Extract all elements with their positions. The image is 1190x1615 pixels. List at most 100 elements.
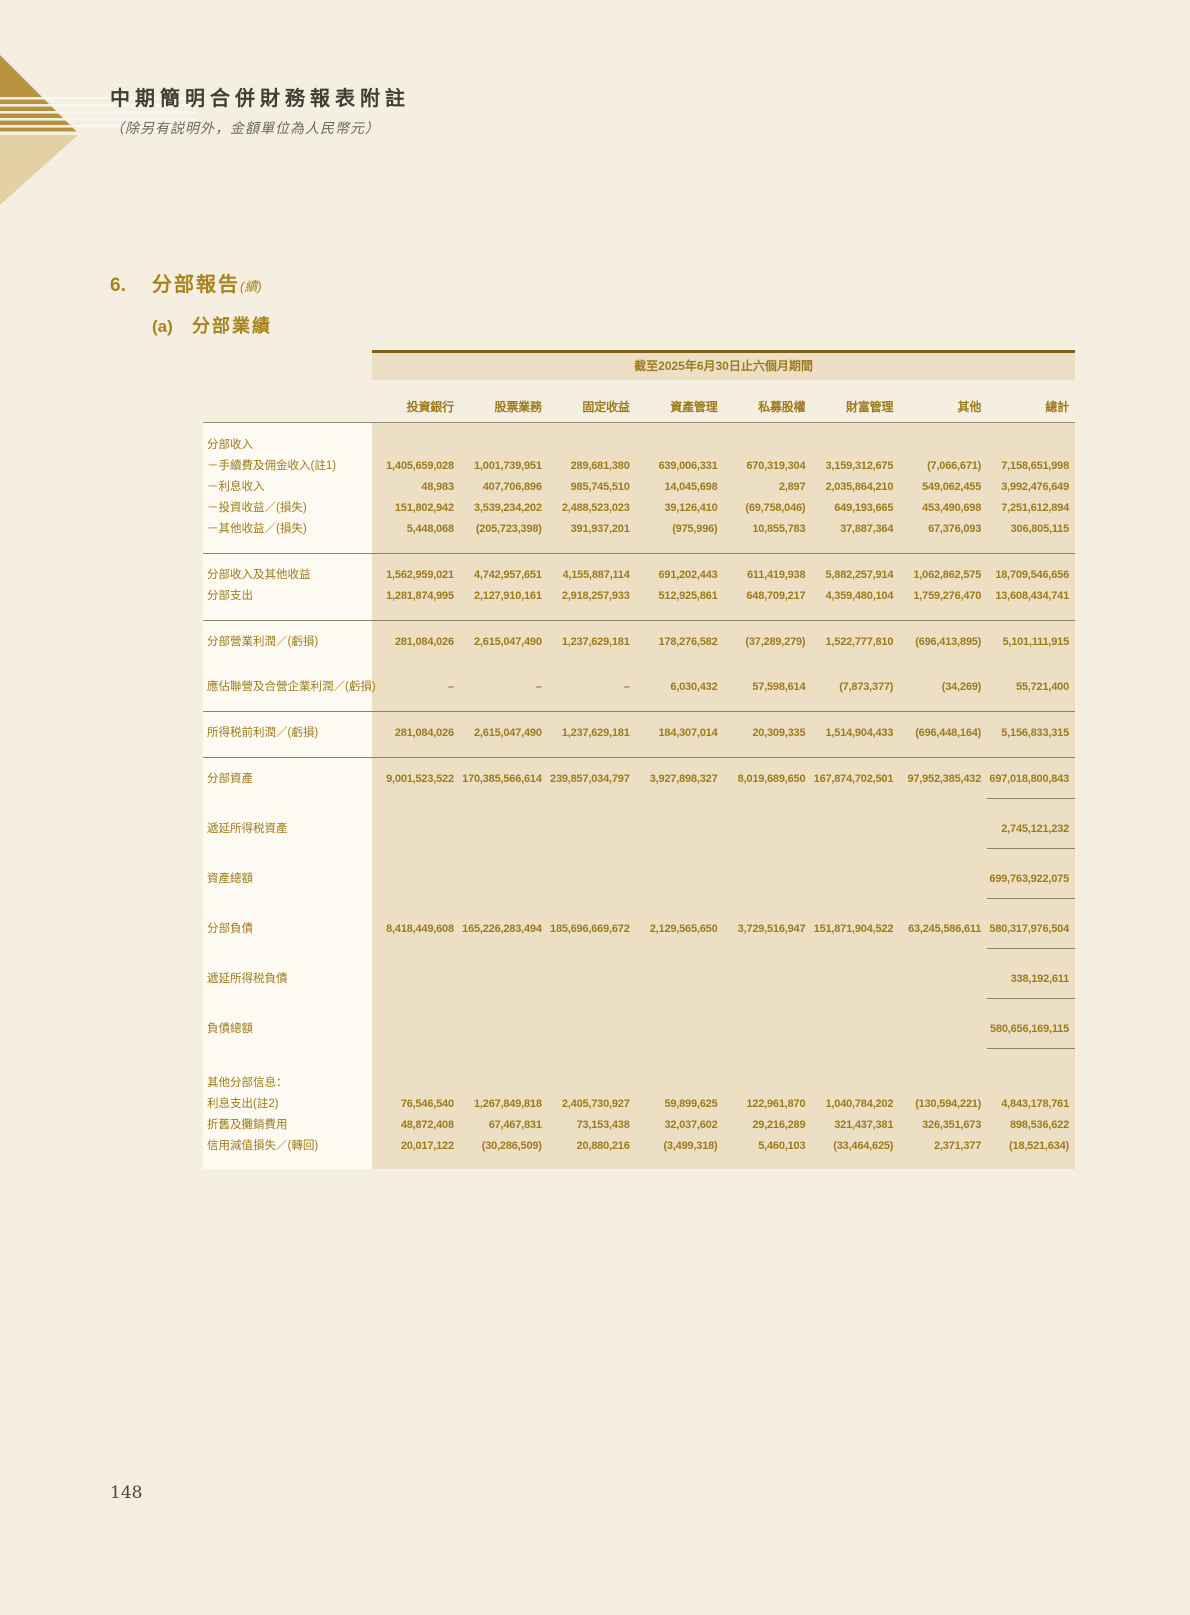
cell-total: 4,843,178,761 xyxy=(1001,1098,1069,1110)
cell-wealth-management: 2,035,864,210 xyxy=(825,481,894,493)
header-rule xyxy=(203,422,1075,423)
cell-fixed-income: 985,745,510 xyxy=(570,481,630,493)
cell-wealth-management xyxy=(811,819,899,849)
cell-private-equity xyxy=(724,1019,812,1049)
cell-total: 580,317,976,504 xyxy=(987,919,1075,949)
cell-investment-banking xyxy=(372,435,460,456)
cell-others: 549,062,455 xyxy=(922,481,982,493)
cell-equities: (30,286,509) xyxy=(481,1140,542,1152)
table-row xyxy=(203,553,1075,554)
cell-private-equity: 57,598,614 xyxy=(752,681,806,693)
cell-private-equity xyxy=(724,869,812,899)
cell-asset-management: 3,927,898,327 xyxy=(649,773,718,785)
cell-asset-management: 14,045,698 xyxy=(664,481,718,493)
row-label: 所得税前利潤／(虧損) xyxy=(207,727,319,739)
row-label: 分部收入 xyxy=(207,439,253,451)
cell-private-equity: 611,419,938 xyxy=(747,569,806,581)
row-label: 遞延所得税負債 xyxy=(207,973,288,985)
cell-private-equity: (69,758,046) xyxy=(745,502,806,514)
cell-others: 67,376,093 xyxy=(928,523,982,535)
row-label: 信用減值損失／(轉回) xyxy=(207,1140,319,1152)
cell-total: 5,156,833,315 xyxy=(1001,727,1069,739)
cell-asset-management xyxy=(636,1073,724,1094)
cell-others: 1,759,276,470 xyxy=(913,590,982,602)
cell-fixed-income xyxy=(548,435,636,456)
corner-triangle-logo xyxy=(0,55,200,205)
page-title: 中期簡明合併財務報表附註 xyxy=(110,86,410,110)
row-label: 資產總額 xyxy=(207,873,253,885)
cell-others xyxy=(899,1073,987,1094)
row-label: 負債總額 xyxy=(207,1023,253,1035)
cell-equities: 2,615,047,490 xyxy=(474,636,542,648)
cell-total: 580,656,169,115 xyxy=(987,1019,1075,1049)
cell-private-equity: 5,460,103 xyxy=(758,1140,806,1152)
cell-equities xyxy=(460,819,548,849)
cell-fixed-income xyxy=(548,1073,636,1094)
cell-others: 453,490,698 xyxy=(922,502,982,514)
cell-investment-banking xyxy=(372,1073,460,1094)
subsection-label: (a) xyxy=(152,317,173,336)
cell-total: 55,721,400 xyxy=(1015,681,1069,693)
cell-investment-banking: 1,281,874,995 xyxy=(386,590,454,602)
cell-investment-banking: 151,802,942 xyxy=(394,502,454,514)
cell-asset-management: 6,030,432 xyxy=(670,681,718,693)
row-label: 分部資產 xyxy=(207,773,253,785)
table-row xyxy=(203,620,1075,621)
section-number: 6. xyxy=(110,275,126,296)
cell-wealth-management: 321,437,381 xyxy=(834,1119,894,1131)
row-label: 遞延所得税資產 xyxy=(207,823,288,835)
cell-equities: 3,539,234,202 xyxy=(474,502,542,514)
cell-asset-management: 512,925,861 xyxy=(658,590,718,602)
cell-private-equity: 670,319,304 xyxy=(746,460,806,472)
cell-equities: 1,001,739,951 xyxy=(474,460,542,472)
cell-asset-management: 59,899,625 xyxy=(664,1098,718,1110)
cell-asset-management xyxy=(636,1019,724,1049)
cell-asset-management: 39,126,410 xyxy=(664,502,718,514)
cell-equities: 4,742,957,651 xyxy=(474,569,542,581)
cell-asset-management: 178,276,582 xyxy=(658,636,718,648)
cell-asset-management: 691,202,443 xyxy=(658,569,718,581)
cell-private-equity xyxy=(724,819,812,849)
cell-others: 326,351,673 xyxy=(922,1119,982,1131)
cell-total: 7,251,612,894 xyxy=(1001,502,1069,514)
cell-others: 1,062,862,575 xyxy=(913,569,982,581)
cell-investment-banking: 20,017,122 xyxy=(400,1140,454,1152)
cell-fixed-income: 73,153,438 xyxy=(576,1119,630,1131)
cell-equities: 2,615,047,490 xyxy=(474,727,542,739)
subsection-heading: (a) 分部業績 xyxy=(152,312,272,338)
cell-others: (34,269) xyxy=(941,681,982,693)
table-row: 其他分部信息： xyxy=(203,1073,1075,1094)
row-label: 其他分部信息： xyxy=(207,1077,288,1089)
table-row: －投資收益／(損失) 151,802,942 3,539,234,202 2,4… xyxy=(203,498,1075,519)
cell-equities: 67,467,831 xyxy=(488,1119,542,1131)
cell-investment-banking: 1,405,659,028 xyxy=(386,460,454,472)
cell-total: 2,745,121,232 xyxy=(987,819,1075,849)
cell-total: 7,158,651,998 xyxy=(1001,460,1069,472)
cell-fixed-income: 2,918,257,933 xyxy=(561,590,630,602)
row-label: －利息收入 xyxy=(207,481,265,493)
table-row: 分部營業利潤／(虧損) 281,084,026 2,615,047,490 1,… xyxy=(203,632,1075,653)
table-row: －手續費及佣金收入(註1) 1,405,659,028 1,001,739,95… xyxy=(203,456,1075,477)
cell-asset-management: 2,129,565,650 xyxy=(649,923,718,935)
cell-wealth-management xyxy=(811,869,899,899)
cell-wealth-management: 1,040,784,202 xyxy=(825,1098,894,1110)
row-label: －手續費及佣金收入(註1) xyxy=(207,460,337,472)
subsection-title: 分部業績 xyxy=(192,316,272,336)
cell-asset-management: 32,037,602 xyxy=(664,1119,718,1131)
cell-fixed-income xyxy=(548,869,636,899)
cell-fixed-income xyxy=(548,969,636,999)
cell-others xyxy=(899,969,987,999)
cell-fixed-income: 289,681,380 xyxy=(570,460,630,472)
cell-total: 338,192,611 xyxy=(987,969,1075,999)
cell-equities xyxy=(460,435,548,456)
cell-equities: – xyxy=(535,681,542,693)
cell-others: 2,371,377 xyxy=(933,1140,982,1152)
cell-total: (18,521,634) xyxy=(1009,1140,1069,1152)
page-subtitle: （除另有説明外，金額單位為人民幣元） xyxy=(110,121,380,137)
cell-total: 18,709,546,656 xyxy=(995,569,1069,581)
table-row: 遞延所得税資產 2,745,121,232 xyxy=(203,819,1075,849)
table-row: 資產總額 699,763,922,075 xyxy=(203,869,1075,899)
cell-fixed-income xyxy=(548,819,636,849)
cell-private-equity xyxy=(724,969,812,999)
cell-wealth-management: 649,193,665 xyxy=(834,502,894,514)
